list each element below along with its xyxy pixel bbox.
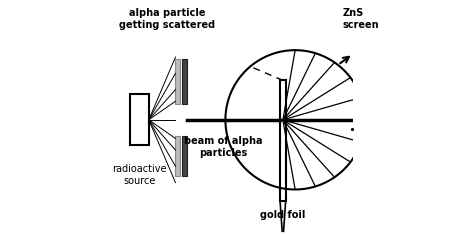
Bar: [182, 59, 187, 104]
Bar: [175, 59, 180, 104]
Bar: [130, 94, 149, 145]
Bar: [280, 80, 286, 201]
Text: ZnS
screen: ZnS screen: [343, 8, 379, 30]
Text: radioactive
source: radioactive source: [112, 164, 167, 186]
Text: gold foil: gold foil: [260, 210, 306, 220]
Bar: [175, 136, 180, 176]
Text: beam of alpha
particles: beam of alpha particles: [184, 136, 262, 158]
Bar: [182, 136, 187, 176]
Text: alpha particle
getting scattered: alpha particle getting scattered: [119, 8, 215, 30]
